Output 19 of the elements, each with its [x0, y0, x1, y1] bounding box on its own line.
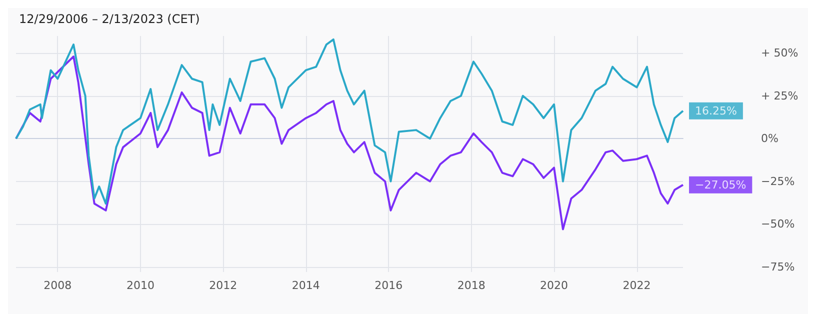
x-tick-label: 2020 [540, 279, 568, 292]
x-tick-label: 2018 [457, 279, 486, 292]
annotation: 16.25% [695, 104, 737, 118]
line-series [15, 56, 684, 230]
annotation: −27.05% [695, 178, 746, 192]
x-tick-label: 2014 [292, 279, 320, 292]
x-tick-label: 2008 [44, 279, 72, 292]
y-tick-label: + 50% [761, 46, 798, 60]
y-tick-label: 0% [761, 132, 778, 146]
x-tick-label: 2012 [209, 279, 238, 292]
line-series [15, 38, 684, 205]
y-tick-label: −75% [761, 260, 795, 274]
y-tick-label: −25% [761, 174, 795, 188]
x-tick-label: 2016 [374, 279, 403, 292]
chart-subtitle: 12/29/2006 – 2/13/2023 (CET) [19, 12, 200, 26]
x-tick-label: 2022 [622, 279, 651, 292]
x-tick-label: 2010 [126, 279, 154, 292]
y-tick-label: −50% [761, 218, 795, 231]
y-tick-label: + 25% [761, 89, 798, 102]
